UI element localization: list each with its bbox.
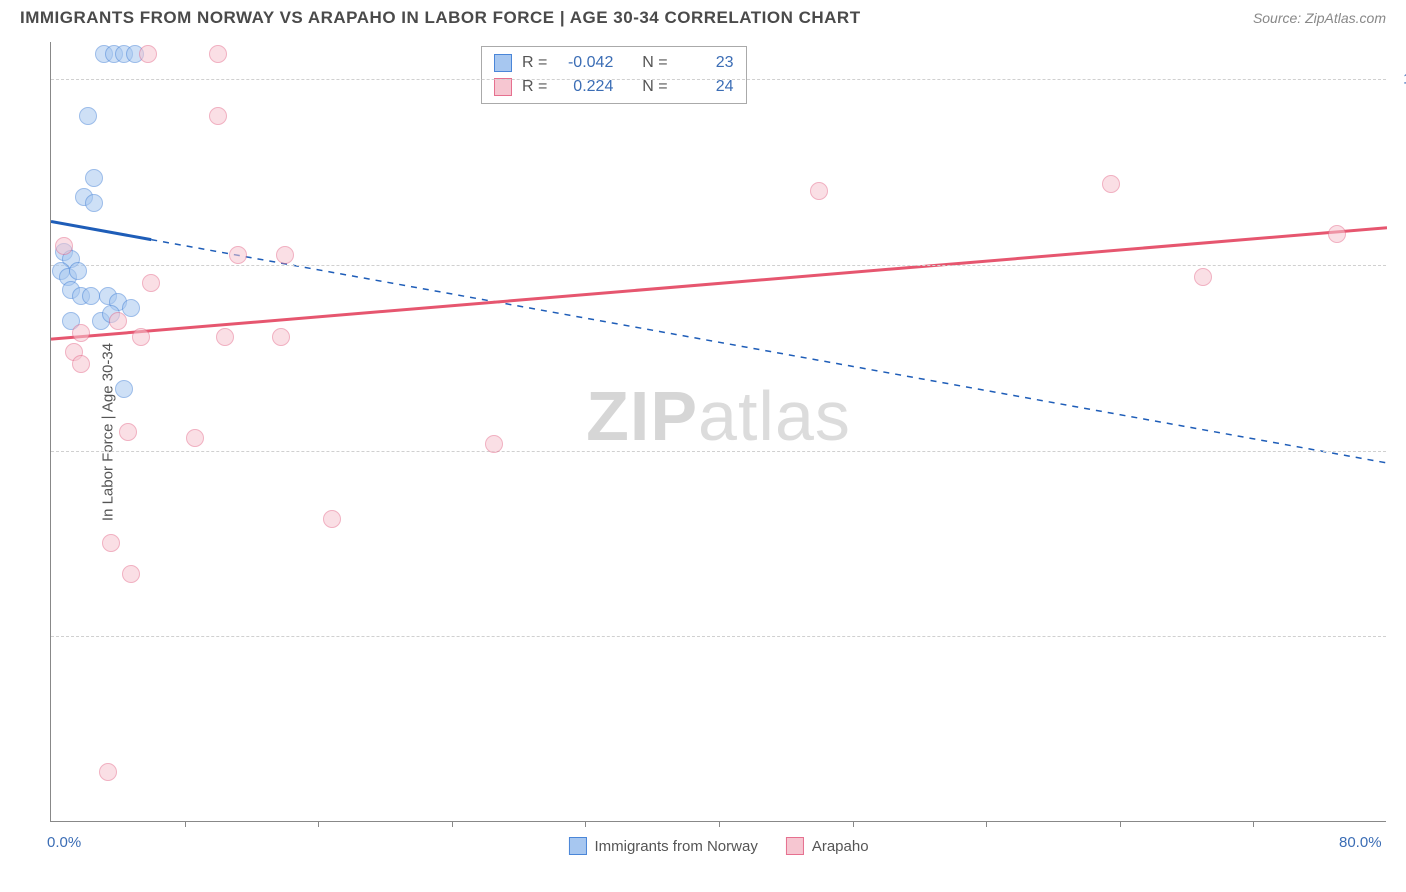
legend-label: Arapaho [812, 838, 869, 855]
data-point [186, 429, 204, 447]
x-tick [585, 821, 586, 827]
y-tick-label: 100.0% [1394, 71, 1406, 88]
x-tick [719, 821, 720, 827]
x-tick [1120, 821, 1121, 827]
data-point [79, 107, 97, 125]
gridline [51, 79, 1386, 80]
series-legend: Immigrants from Norway Arapaho [568, 837, 868, 855]
stat-legend: R =-0.042 N =23R =0.224 N =24 [481, 46, 747, 104]
stat-n-label: N = [642, 51, 667, 75]
data-point [132, 328, 150, 346]
data-point [810, 182, 828, 200]
legend-swatch [786, 837, 804, 855]
gridline [51, 636, 1386, 637]
y-tick-label: 85.0% [1394, 256, 1406, 273]
data-point [119, 423, 137, 441]
legend-item: Immigrants from Norway [568, 837, 757, 855]
chart-container: ZIPatlas R =-0.042 N =23R =0.224 N =24 I… [50, 42, 1386, 822]
x-tick [185, 821, 186, 827]
legend-item: Arapaho [786, 837, 869, 855]
data-point [209, 45, 227, 63]
y-axis-label: In Labor Force | Age 30-34 [100, 342, 117, 520]
data-point [1102, 175, 1120, 193]
legend-swatch [494, 78, 512, 96]
data-point [72, 324, 90, 342]
data-point [229, 246, 247, 264]
data-point [209, 107, 227, 125]
data-point [85, 169, 103, 187]
data-point [142, 274, 160, 292]
legend-swatch [568, 837, 586, 855]
x-tick [853, 821, 854, 827]
x-tick [318, 821, 319, 827]
chart-title: IMMIGRANTS FROM NORWAY VS ARAPAHO IN LAB… [20, 8, 861, 28]
data-point [85, 194, 103, 212]
x-tick-label: 80.0% [1339, 834, 1382, 851]
data-point [69, 262, 87, 280]
stat-legend-row: R = -0.042 N = 23 [494, 51, 734, 75]
data-point [1194, 268, 1212, 286]
data-point [276, 246, 294, 264]
y-tick-label: 70.0% [1394, 442, 1406, 459]
data-point [216, 328, 234, 346]
y-tick-label: 55.0% [1394, 628, 1406, 645]
source-label: Source: ZipAtlas.com [1253, 10, 1386, 26]
data-point [109, 312, 127, 330]
data-point [99, 763, 117, 781]
x-tick [452, 821, 453, 827]
data-point [485, 435, 503, 453]
watermark: ZIPatlas [586, 376, 851, 456]
x-tick-label: 0.0% [47, 834, 81, 851]
trend-lines [51, 42, 1387, 822]
x-tick [1253, 821, 1254, 827]
legend-label: Immigrants from Norway [594, 838, 757, 855]
legend-swatch [494, 54, 512, 72]
stat-n-value: 23 [678, 51, 734, 75]
data-point [122, 565, 140, 583]
plot-area: ZIPatlas R =-0.042 N =23R =0.224 N =24 I… [50, 42, 1386, 822]
stat-r-value: -0.042 [557, 51, 613, 75]
data-point [82, 287, 100, 305]
data-point [139, 45, 157, 63]
data-point [272, 328, 290, 346]
data-point [1328, 225, 1346, 243]
data-point [72, 355, 90, 373]
gridline [51, 265, 1386, 266]
data-point [55, 237, 73, 255]
data-point [323, 510, 341, 528]
stat-r-label: R = [522, 51, 547, 75]
gridline [51, 451, 1386, 452]
x-tick [986, 821, 987, 827]
data-point [102, 534, 120, 552]
data-point [115, 380, 133, 398]
